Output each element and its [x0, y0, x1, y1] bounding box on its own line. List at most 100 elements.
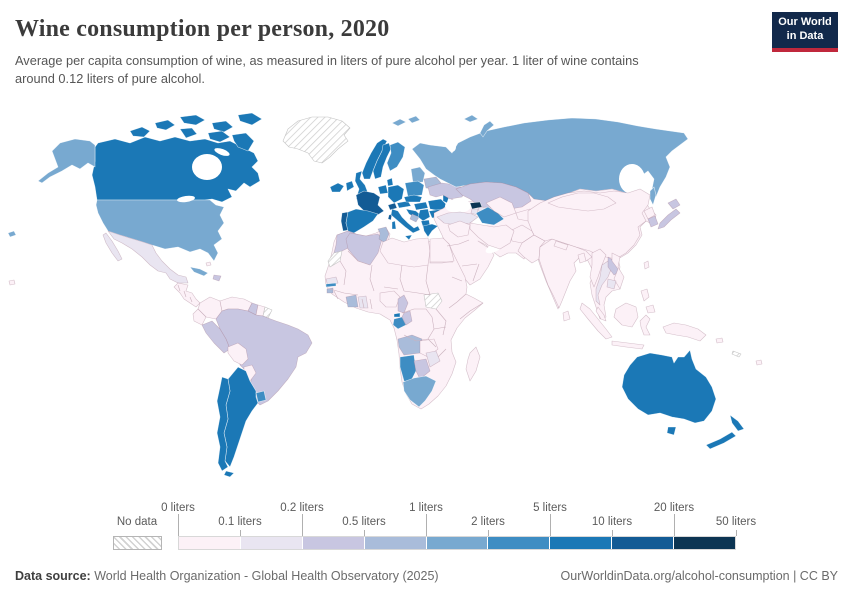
region-gabon[interactable] [392, 316, 407, 330]
region-georgia[interactable] [469, 201, 483, 210]
region-new-zealand-north[interactable] [729, 414, 745, 432]
region-benelux[interactable] [377, 184, 389, 195]
region-vietnam[interactable] [611, 252, 625, 290]
region-germany[interactable] [387, 184, 405, 204]
region-japan-hokkaido[interactable] [667, 198, 681, 210]
legend-boundary-label: 10 liters [591, 516, 633, 528]
region-south-sudan[interactable] [423, 292, 443, 310]
region-taiwan[interactable] [643, 260, 650, 270]
region-java[interactable] [611, 340, 645, 350]
region-fiji[interactable] [755, 359, 763, 366]
region-north-korea[interactable] [643, 206, 656, 220]
region-malaysia[interactable] [595, 306, 607, 322]
region-south-korea[interactable] [647, 215, 659, 228]
region-tierra-del-fuego[interactable] [223, 470, 235, 478]
region-sulawesi[interactable] [639, 314, 651, 336]
region-iceland[interactable] [329, 182, 345, 193]
region-baltic-states[interactable] [410, 166, 426, 184]
region-italy[interactable] [390, 208, 421, 234]
region-philippines-luzon[interactable] [640, 288, 650, 302]
region-new-zealand-south[interactable] [705, 431, 737, 450]
region-hungary[interactable] [413, 201, 429, 211]
region-tasmania[interactable] [666, 426, 677, 436]
region-libya[interactable] [379, 237, 431, 268]
region-canada-arctic-islands[interactable] [129, 112, 263, 152]
region-svalbard[interactable] [391, 118, 407, 127]
region-czechia-slovakia[interactable] [403, 194, 423, 203]
region-mexico[interactable] [107, 230, 189, 284]
region-usa[interactable] [95, 199, 225, 262]
world-choropleth-map[interactable] [0, 95, 850, 495]
region-novaya-zemlya[interactable] [479, 120, 495, 138]
region-egypt[interactable] [429, 237, 455, 264]
region-ghana[interactable] [357, 295, 369, 309]
region-iraq-syria[interactable] [447, 220, 471, 238]
region-borneo[interactable] [613, 302, 639, 328]
region-greece[interactable] [422, 223, 439, 238]
region-new-caledonia[interactable] [731, 350, 742, 358]
owid-logo[interactable]: Our World in Data [772, 12, 838, 52]
footer-attribution[interactable]: OurWorldinData.org/alcohol-consumption |… [560, 569, 838, 583]
region-iran[interactable] [469, 222, 515, 250]
region-sakhalin[interactable] [649, 186, 657, 206]
region-bolivia[interactable] [227, 342, 249, 366]
region-sumatra[interactable] [579, 302, 613, 340]
region-chile[interactable] [216, 376, 231, 472]
region-botswana[interactable] [413, 358, 431, 380]
region-zimbabwe[interactable] [425, 350, 441, 368]
region-denmark[interactable] [386, 177, 394, 187]
region-philippines-mindanao[interactable] [645, 304, 656, 314]
region-uruguay[interactable] [255, 390, 267, 403]
legend-no-data-swatch[interactable] [113, 536, 162, 550]
region-algeria[interactable] [345, 232, 383, 266]
region-sri-lanka[interactable] [562, 310, 571, 322]
region-turkey[interactable] [436, 211, 479, 226]
region-cuba[interactable] [189, 266, 209, 277]
region-baja[interactable] [102, 232, 123, 262]
region-bosnia[interactable] [409, 213, 420, 223]
region-canada[interactable] [91, 136, 261, 203]
region-turkmenistan[interactable] [475, 206, 505, 226]
region-alaska[interactable] [37, 138, 96, 184]
region-finland[interactable] [386, 141, 406, 172]
region-myanmar[interactable] [589, 248, 607, 288]
region-ivory-coast[interactable] [345, 294, 359, 308]
region-madagascar[interactable] [465, 346, 481, 382]
region-solomon-islands[interactable] [715, 337, 724, 344]
region-serbia[interactable] [417, 208, 431, 222]
region-france[interactable] [355, 190, 385, 217]
region-ecuador[interactable] [192, 308, 207, 326]
region-papua-new-guinea[interactable] [662, 322, 707, 342]
region-mongolia[interactable] [547, 192, 617, 212]
region-congo[interactable] [401, 310, 413, 326]
legend-color-strip[interactable] [178, 536, 736, 550]
region-hawaii[interactable] [7, 230, 17, 238]
region-switzerland[interactable] [387, 202, 398, 211]
region-western-sahara[interactable] [327, 250, 343, 268]
region-sicily[interactable] [404, 234, 413, 241]
region-equatorial-guinea[interactable] [393, 312, 401, 318]
region-central-america[interactable] [173, 282, 201, 308]
region-poland[interactable] [404, 180, 425, 198]
region-austria[interactable] [396, 200, 412, 209]
legend-tick [178, 514, 179, 536]
region-south-africa[interactable] [402, 375, 437, 408]
region-guinea-bissau[interactable] [326, 287, 334, 294]
region-cambodia[interactable] [606, 278, 617, 290]
region-nepal[interactable] [553, 240, 569, 251]
region-cameroon[interactable] [397, 294, 409, 314]
region-hispaniola[interactable] [212, 274, 222, 282]
region-bangladesh[interactable] [577, 252, 587, 264]
region-gambia[interactable] [325, 282, 337, 288]
region-ireland[interactable] [345, 180, 355, 192]
region-greenland[interactable] [282, 116, 351, 164]
region-nigeria[interactable] [379, 290, 401, 308]
region-australia[interactable] [621, 349, 717, 424]
region-svalbard-2[interactable] [407, 115, 421, 124]
region-sardinia[interactable] [391, 220, 397, 230]
region-spain[interactable] [345, 208, 379, 234]
region-franz-josef[interactable] [463, 114, 479, 123]
region-pacific-island[interactable] [8, 279, 16, 286]
region-bahamas[interactable] [205, 261, 212, 267]
region-japan-honshu[interactable] [657, 208, 681, 230]
